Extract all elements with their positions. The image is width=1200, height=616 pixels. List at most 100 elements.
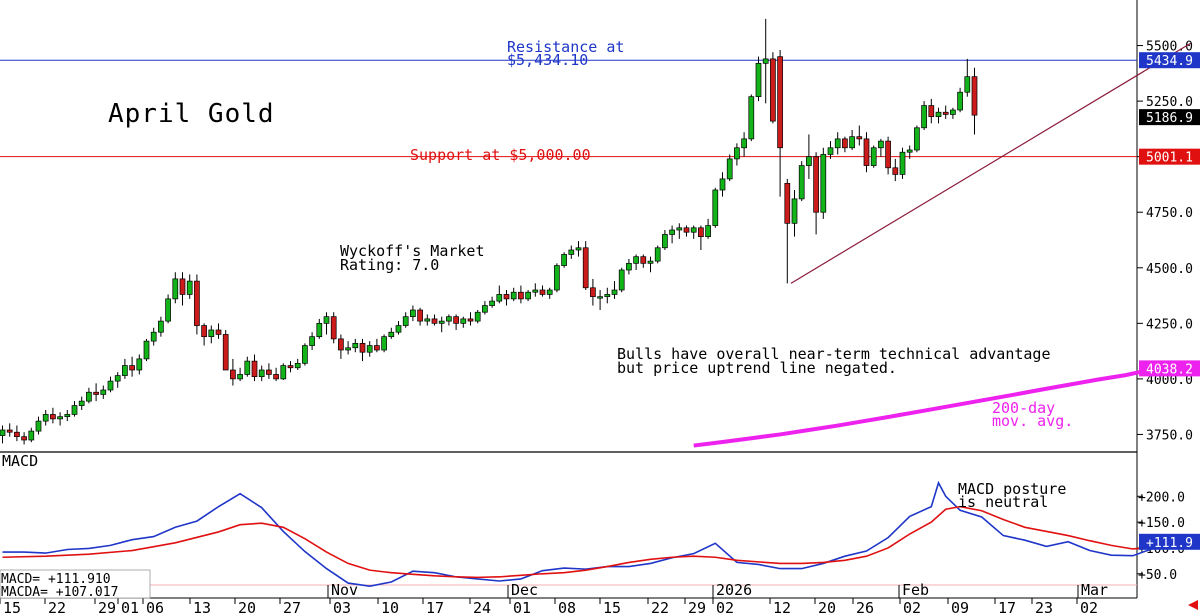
candle-body — [417, 309, 423, 322]
price-tick-label: 5500.0 — [1146, 40, 1193, 55]
candle-body — [928, 105, 935, 118]
ma-label-line2: mov. avg. — [992, 412, 1073, 430]
candle-body — [186, 280, 193, 295]
time-tick-label: 17 — [426, 599, 444, 616]
macd-readout: MACD= +111.910 — [1, 572, 111, 587]
candle-body — [6, 429, 13, 433]
candle-body — [640, 256, 647, 264]
candle-body — [460, 318, 467, 324]
macda-readout: MACDA= +107.017 — [1, 585, 118, 600]
candle-body — [251, 360, 258, 378]
price-tick-label: 3750.0 — [1146, 428, 1193, 443]
time-tick-label: 13 — [193, 599, 211, 616]
candle-body — [582, 247, 589, 289]
candle-body — [222, 334, 229, 371]
candle-body — [230, 369, 236, 380]
candle-body — [150, 331, 157, 342]
candle-body — [107, 380, 114, 391]
month-label: Nov — [331, 581, 358, 599]
candle-body — [366, 345, 373, 353]
support-label: Support at $5,000.00 — [410, 146, 591, 164]
candle-body — [165, 298, 171, 322]
candle-body — [424, 318, 431, 322]
support-tag — [1139, 148, 1200, 165]
candle-body — [280, 365, 287, 380]
candle-body — [597, 296, 603, 299]
candle-body — [676, 227, 683, 231]
candle-body — [410, 309, 416, 318]
candle-body — [503, 294, 510, 300]
candle-body — [309, 336, 315, 346]
candle-body — [770, 58, 776, 122]
candle-body — [834, 138, 841, 149]
price-tick-label: 4500.0 — [1146, 262, 1193, 277]
candle-body — [633, 256, 639, 264]
candle-body — [748, 96, 755, 140]
candle-body — [762, 58, 769, 64]
candle-body — [568, 249, 575, 255]
last-price-tag-text: 5186.9 — [1146, 111, 1193, 126]
candle-body — [849, 136, 855, 149]
candle-body — [114, 375, 121, 382]
candle-body — [791, 198, 798, 224]
candle-body — [208, 329, 215, 338]
macd-tag-text: +111.9 — [1146, 536, 1193, 551]
candle-body — [590, 287, 596, 298]
macd-panel-title: MACD — [2, 452, 38, 470]
candle-body — [273, 374, 279, 380]
candle-body — [323, 316, 330, 324]
candle-body — [719, 178, 726, 191]
note-line2: but price uptrend line negated. — [617, 359, 897, 377]
time-tick-label: 02 — [716, 599, 734, 616]
month-label: Feb — [902, 581, 929, 599]
candle-body — [546, 289, 553, 295]
candle-body — [381, 336, 387, 351]
candle-body — [734, 147, 740, 160]
candle-body — [338, 338, 344, 351]
candle-body — [129, 365, 135, 371]
candle-body — [842, 138, 848, 149]
time-tick-label: 02 — [903, 599, 921, 616]
candle-body — [813, 156, 819, 213]
macd-note-line1: MACD posture — [958, 480, 1066, 498]
candle-body — [28, 430, 35, 441]
candle-body — [942, 111, 949, 115]
candle-body — [179, 278, 186, 295]
candle-body — [453, 316, 459, 324]
candle-body — [64, 414, 71, 418]
month-label: 2026 — [716, 581, 752, 599]
candle-body — [575, 247, 582, 251]
resistance-label-line2: $5,434.10 — [507, 51, 588, 69]
month-label: Mar — [1081, 581, 1108, 599]
macd-tick-label: +150.0 — [1138, 516, 1185, 531]
time-tick-label: 22 — [651, 599, 669, 616]
candle-body — [158, 320, 164, 333]
candle-body — [57, 416, 63, 420]
resistance-tag-text: 5434.9 — [1146, 54, 1193, 69]
candle-body — [662, 234, 668, 249]
candle-body — [316, 322, 323, 338]
uptrend-line — [790, 42, 1191, 284]
candle-body — [302, 345, 308, 364]
price-tick-label: 5250.0 — [1146, 95, 1193, 110]
candle-body — [215, 329, 222, 335]
candle-body — [352, 342, 359, 349]
time-tick-label: 02 — [1080, 599, 1098, 616]
candle-body — [878, 140, 884, 149]
candle-body — [194, 280, 200, 326]
candle-body — [798, 165, 805, 200]
scroll-arrow-icon[interactable] — [1188, 600, 1198, 610]
time-tick-label: 17 — [998, 599, 1016, 616]
candle-body — [395, 325, 402, 333]
candle-body — [892, 167, 899, 175]
candle-body — [266, 369, 272, 375]
candle-body — [374, 345, 380, 351]
time-tick-label: 24 — [473, 599, 491, 616]
time-tick-label: 20 — [238, 599, 256, 616]
candle-body — [143, 340, 150, 360]
candle-body — [604, 294, 611, 298]
candle-body — [784, 182, 791, 224]
ma200-line — [693, 368, 1148, 448]
candle-body — [755, 62, 762, 98]
